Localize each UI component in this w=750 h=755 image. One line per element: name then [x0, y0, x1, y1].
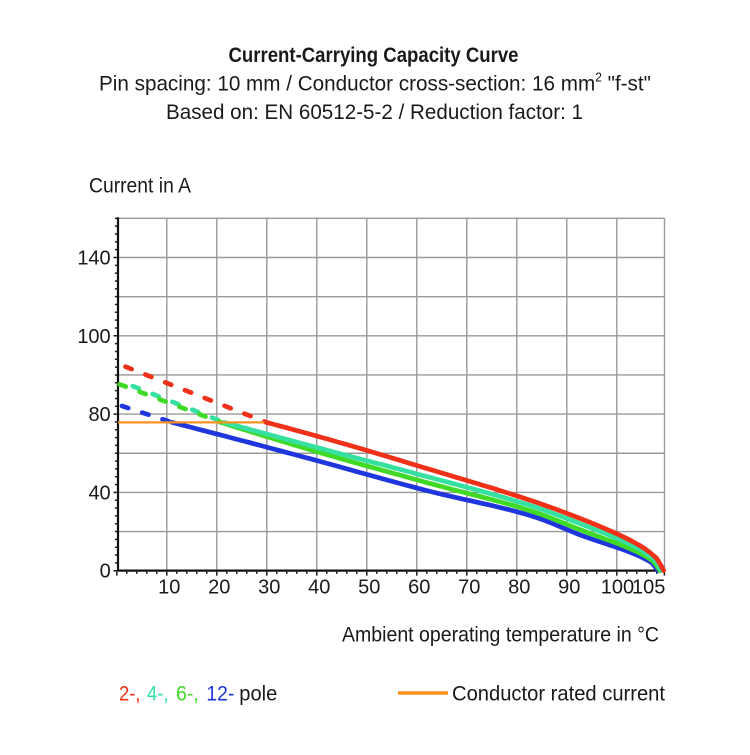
svg-text:80: 80 [88, 404, 110, 426]
svg-text:2-,: 2-, [119, 682, 141, 706]
svg-text:Current in A: Current in A [89, 174, 192, 198]
svg-text:40: 40 [88, 482, 110, 504]
svg-text:Based on: EN 60512-5-2 / Reduc: Based on: EN 60512-5-2 / Reduction facto… [166, 100, 583, 124]
svg-text:10: 10 [158, 577, 180, 599]
svg-text:60: 60 [408, 577, 430, 599]
svg-text:30: 30 [258, 577, 280, 599]
svg-text:105: 105 [632, 577, 665, 599]
svg-text:100: 100 [77, 326, 110, 348]
svg-text:40: 40 [308, 577, 330, 599]
svg-text:Pin spacing: 10 mm / Conductor: Pin spacing: 10 mm / Conductor cross-sec… [99, 71, 651, 96]
svg-text:6-,: 6-, [176, 682, 199, 706]
svg-text:80: 80 [508, 577, 530, 599]
svg-text:Current-Carrying Capacity Curv: Current-Carrying Capacity Curve [229, 43, 519, 67]
svg-text:100: 100 [601, 577, 634, 599]
svg-text:50: 50 [358, 577, 380, 599]
svg-text:140: 140 [77, 248, 110, 270]
svg-text:Conductor rated current: Conductor rated current [452, 682, 665, 706]
svg-text:pole: pole [239, 682, 277, 706]
svg-text:90: 90 [558, 577, 580, 599]
svg-text:20: 20 [208, 577, 230, 599]
svg-text:4-,: 4-, [147, 682, 169, 706]
svg-text:Ambient operating temperature: Ambient operating temperature in °C [342, 623, 659, 647]
svg-text:12-: 12- [206, 682, 234, 706]
svg-text:70: 70 [458, 577, 480, 599]
svg-text:0: 0 [100, 561, 111, 583]
